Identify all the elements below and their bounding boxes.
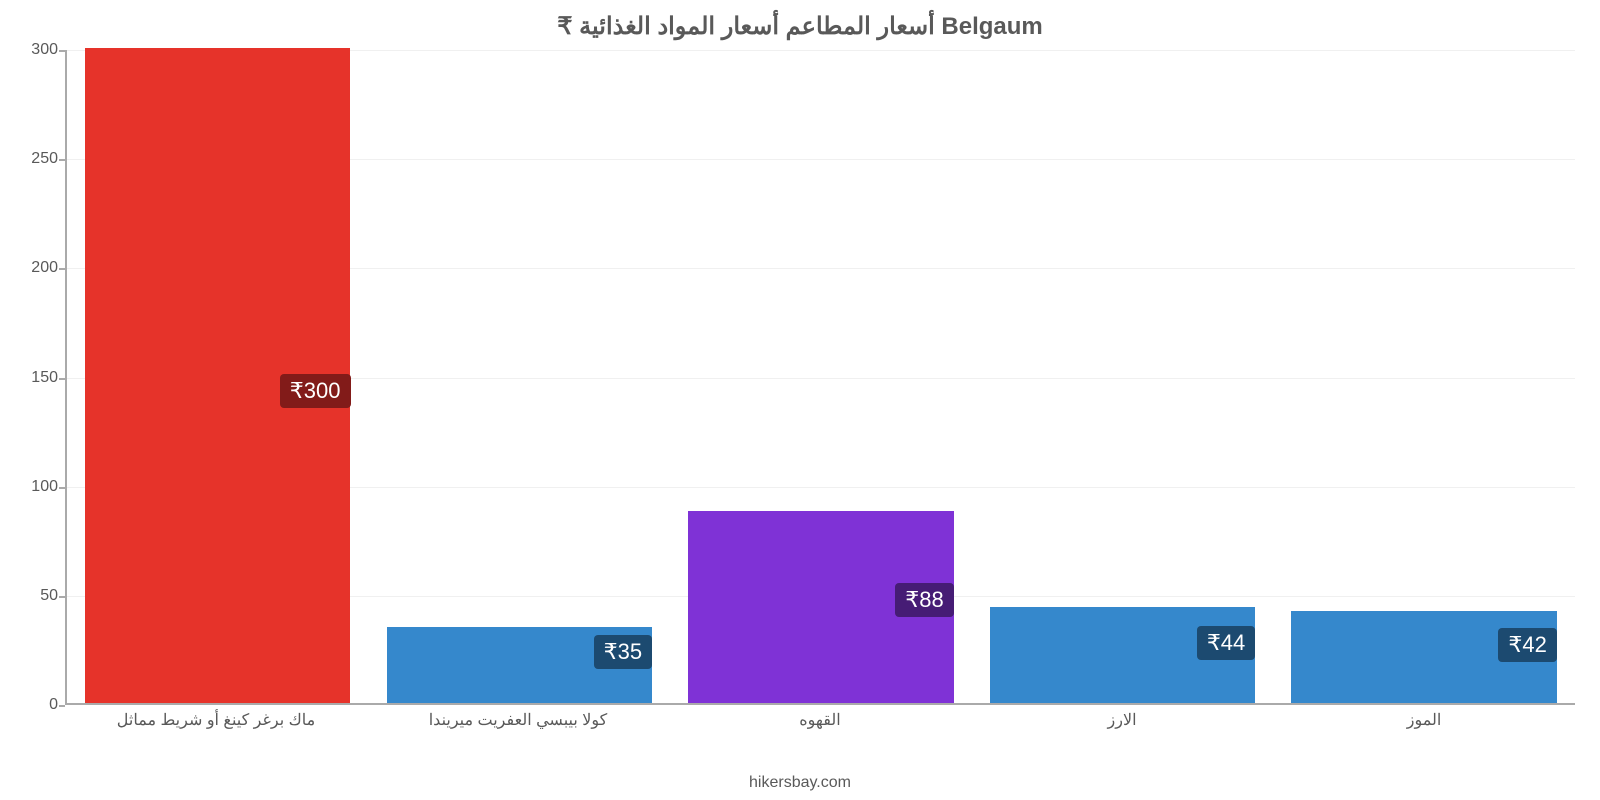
plot-area: ₹300 ₹35 ₹88 ₹44 ₹42	[65, 50, 1575, 705]
ytick-mark	[59, 705, 65, 707]
x-axis-label: كولا بيبسي العفريت ميريندا	[367, 710, 669, 730]
bar-value-label: ₹35	[594, 635, 652, 669]
ytick-label: 200	[20, 259, 58, 277]
bar-slot: ₹300	[67, 50, 369, 703]
x-axis-label: ماك برغر كينغ أو شريط مماثل	[65, 710, 367, 730]
chart-area: ₹300₹35₹88₹44₹42 050100150200250300 ماك …	[65, 50, 1575, 720]
ytick-label: 150	[20, 369, 58, 387]
ytick-mark	[59, 596, 65, 598]
x-axis-labels: ماك برغر كينغ أو شريط مماثلكولا بيبسي ال…	[65, 710, 1575, 730]
bars-container: ₹300 ₹35 ₹88 ₹44 ₹42	[67, 50, 1575, 703]
x-axis-label: الموز	[1273, 710, 1575, 730]
ytick-label: 300	[20, 41, 58, 59]
bar-slot: ₹88	[670, 50, 972, 703]
bar-value-label: ₹42	[1498, 628, 1556, 662]
bar-slot: ₹44	[972, 50, 1274, 703]
ytick-label: 250	[20, 150, 58, 168]
ytick-mark	[59, 159, 65, 161]
bar-value-label: ₹88	[895, 583, 953, 617]
bar-slot: ₹42	[1273, 50, 1575, 703]
ytick-label: 0	[20, 696, 58, 714]
ytick-mark	[59, 378, 65, 380]
bar-value-label: ₹44	[1197, 626, 1255, 660]
bar-slot: ₹35	[369, 50, 671, 703]
ytick-mark	[59, 268, 65, 270]
bar-value-label: ₹300	[280, 374, 351, 408]
ytick-mark	[59, 50, 65, 52]
chart-title: ₹ أسعار المطاعم أسعار المواد الغذائية Be…	[0, 0, 1600, 41]
x-axis-label: القهوه	[669, 710, 971, 730]
footer-attribution: hikersbay.com	[0, 774, 1600, 792]
ytick-label: 100	[20, 478, 58, 496]
x-axis-label: الارز	[971, 710, 1273, 730]
ytick-label: 50	[20, 587, 58, 605]
ytick-mark	[59, 487, 65, 489]
